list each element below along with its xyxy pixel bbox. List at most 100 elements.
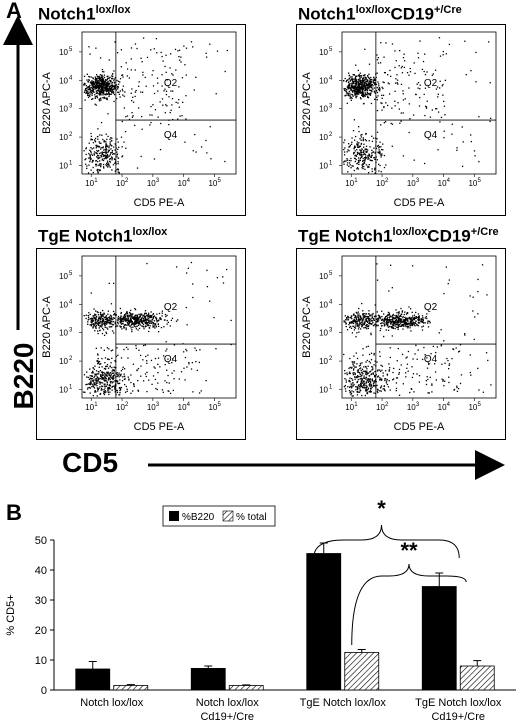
flow-xtick-exp: 2 [125,178,129,184]
flow-xtick-exp: 4 [187,178,191,184]
bar-category-label: Notch lox/lox [196,697,259,709]
significance-bracket-2 [351,563,467,646]
flow-ytick-exp: 1 [69,160,73,166]
flow-ytick-label: 10 [319,300,328,309]
flow-ytick-label: 10 [319,76,328,85]
flow-xtick-exp: 2 [385,402,389,408]
flow-xtick-exp: 3 [156,178,160,184]
flow-ytick-label: 10 [59,161,68,170]
quadrant-q4-label: Q4 [164,354,178,365]
bar-category-label: Cd19+/Cre [431,711,485,723]
flow-ytick-label: 10 [59,133,68,142]
flow-xtick-label: 10 [116,179,125,188]
flow-plot-area [341,255,497,399]
flow-ytick-label: 10 [59,385,68,394]
flow-xtick-exp: 4 [447,402,451,408]
flow-xtick-label: 10 [178,403,187,412]
bar-b220 [306,553,342,691]
flow-ytick-exp: 3 [329,328,333,334]
flow-ytick-exp: 4 [329,75,333,81]
flow-ylabel: B220 APC-A [41,71,53,133]
flow-ytick-exp: 4 [69,299,73,305]
flow-ytick-exp: 5 [329,47,333,53]
flow-xtick-exp: 5 [477,402,481,408]
flow-xtick-label: 10 [147,179,156,188]
flow-events [343,263,492,397]
significance-star-1: * [377,500,386,521]
quadrant-q4-label: Q4 [424,354,438,365]
flow-xtick-exp: 5 [217,178,221,184]
flow-ytick-label: 10 [59,105,68,114]
flow-xtick-label: 10 [208,403,217,412]
legend-label-b220: %B220 [182,512,215,523]
flow-xtick-exp: 3 [416,402,420,408]
flow-title-2: Notch1lox/loxCD19+/Cre [298,4,462,24]
flow-ytick-exp: 2 [69,132,73,138]
bar-category-label: TgE Notch lox/lox [300,697,387,709]
quadrant-q4-label: Q4 [164,130,178,141]
flow-xtick-label: 10 [116,403,125,412]
flow-events [343,37,492,174]
flow-xtick-label: 10 [345,403,354,412]
flow-ytick-label: 10 [59,48,68,57]
bar-ylabel: % CD5+ [5,594,17,635]
flow-xtick-exp: 4 [187,402,191,408]
flow-ytick-label: 10 [59,357,68,366]
flow-ytick-exp: 4 [329,299,333,305]
flow-ytick-label: 10 [319,48,328,57]
flow-xtick-exp: 5 [217,402,221,408]
bar-total [459,665,495,691]
flow-ylabel: B220 APC-A [41,295,53,357]
flow-xtick-label: 10 [438,179,447,188]
bar-legend: %B220 % total [162,505,276,527]
flow-xtick-label: 10 [85,403,94,412]
flow-ylabel: B220 APC-A [301,71,313,133]
bar-total [228,685,264,691]
flow-plot-area [81,31,237,175]
flow-events [83,261,232,397]
flow-ytick-label: 10 [59,272,68,281]
flow-xtick-label: 10 [407,403,416,412]
flow-xtick-label: 10 [208,179,217,188]
flow-ytick-exp: 2 [69,356,73,362]
flow-xlabel: CD5 PE-A [394,421,445,433]
bar-b220 [190,667,226,691]
quadrant-q4-label: Q4 [424,130,438,141]
bar-b220 [75,668,111,691]
flow-ytick-label: 10 [319,357,328,366]
legend-box [162,505,276,527]
flow-title-1: Notch1lox/lox [38,4,131,24]
flow-xtick-exp: 1 [94,402,98,408]
flow-xtick-label: 10 [85,179,94,188]
flow-xtick-label: 10 [345,179,354,188]
bar-category-label: Cd19+/Cre [200,711,254,723]
quadrant-q2-label: Q2 [424,302,438,313]
quadrant-q2-label: Q2 [164,302,178,313]
flow-xlabel: CD5 PE-A [394,197,445,209]
flow-ytick-exp: 5 [69,47,73,53]
flow-ytick-label: 10 [59,300,68,309]
significance-bracket-1 [313,524,460,559]
flow-xtick-label: 10 [438,403,447,412]
flow-ytick-label: 10 [319,161,328,170]
flow-ytick-exp: 3 [69,104,73,110]
flow-xtick-exp: 1 [94,178,98,184]
bar-category-label: Notch lox/lox [80,697,143,709]
flow-xtick-label: 10 [376,403,385,412]
quadrant-q2-label: Q2 [424,78,438,89]
bar-ytick-label: 20 [35,625,47,637]
flow-ytick-label: 10 [59,76,68,85]
flow-ytick-exp: 2 [329,356,333,362]
flow-ytick-label: 10 [319,385,328,394]
flow-xtick-exp: 1 [354,178,358,184]
bar-category-label: TgE Notch lox/lox [415,697,502,709]
flow-ytick-label: 10 [59,329,68,338]
bar-ytick-label: 10 [35,655,47,667]
significance-star-2: ** [400,538,418,563]
flow-plot-area [81,255,237,399]
bar-b220 [421,586,457,691]
bar-chart: 0 10 20 30 40 50 % CD5+ Notch lox/lox Notch lox/… [5,500,516,723]
